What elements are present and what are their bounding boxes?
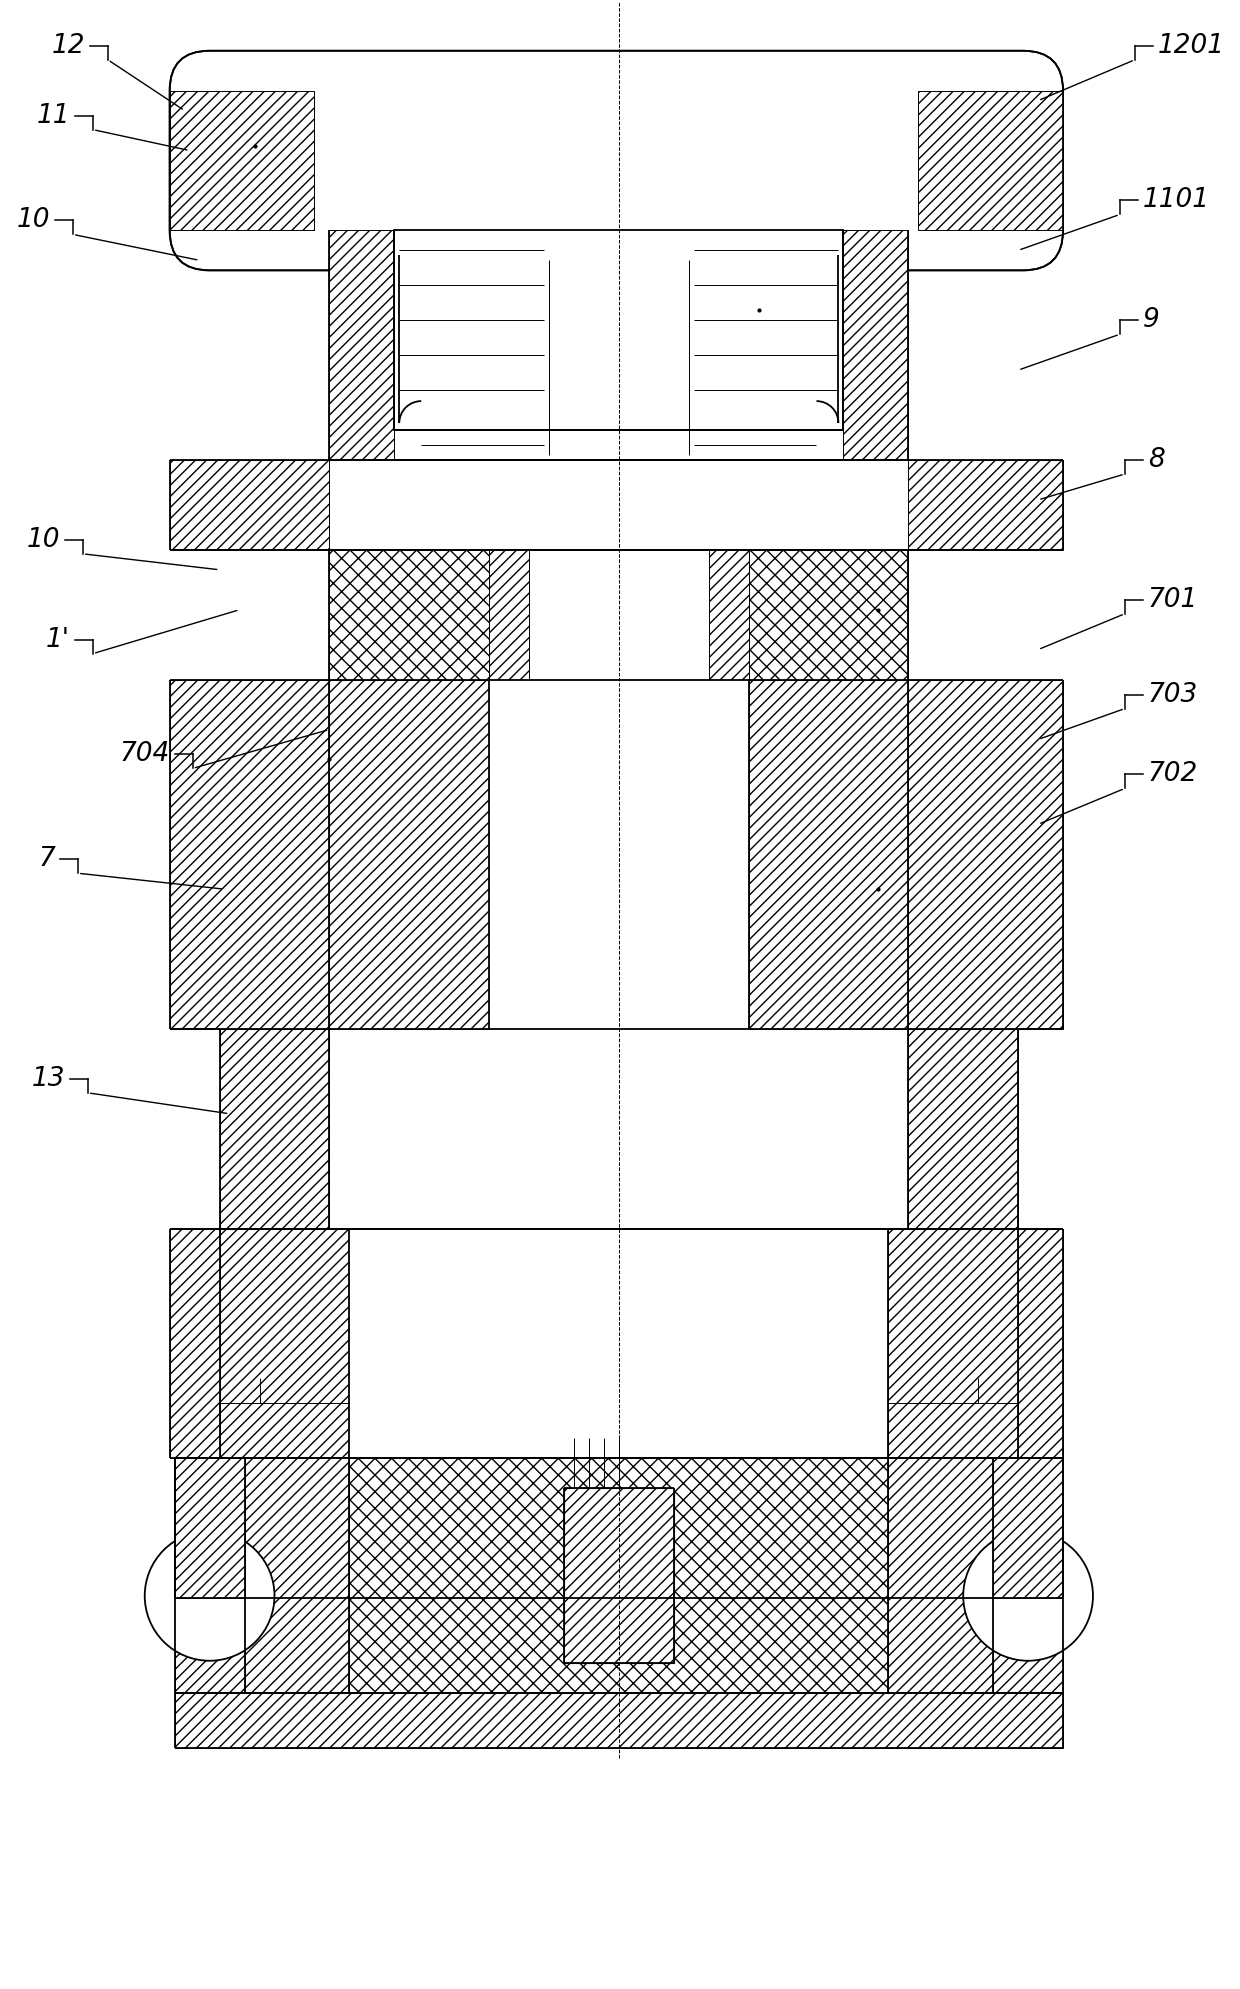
Bar [330, 549, 489, 680]
FancyBboxPatch shape [170, 52, 1063, 271]
Bar [219, 1028, 330, 1229]
Bar [909, 1028, 1018, 1229]
Text: 10: 10 [16, 207, 50, 233]
Text: 9: 9 [1143, 306, 1159, 334]
Text: 12: 12 [51, 32, 84, 60]
Text: 11: 11 [36, 103, 69, 129]
Bar [394, 231, 843, 430]
Bar [888, 1458, 993, 1693]
Text: 1': 1' [46, 627, 69, 652]
Bar [564, 1488, 673, 1663]
Bar [909, 680, 1063, 1028]
Bar [219, 1229, 350, 1458]
Text: 1101: 1101 [1143, 187, 1210, 213]
Bar [244, 1458, 350, 1693]
Text: 7: 7 [38, 845, 55, 873]
Bar [330, 231, 394, 459]
Bar [170, 1229, 219, 1458]
Bar [170, 91, 315, 231]
Text: 704: 704 [119, 742, 170, 768]
Text: 701: 701 [1148, 587, 1198, 613]
Bar [175, 1458, 244, 1693]
Bar [843, 231, 909, 459]
Circle shape [963, 1532, 1092, 1661]
Text: 703: 703 [1148, 682, 1198, 708]
Bar [993, 1458, 1063, 1693]
Text: 1201: 1201 [1158, 32, 1225, 60]
Bar [170, 459, 330, 549]
Bar [909, 459, 1063, 549]
Bar [709, 549, 749, 680]
Bar [170, 680, 330, 1028]
Bar [350, 1229, 888, 1458]
Bar [175, 1458, 244, 1597]
Bar [1023, 1474, 1058, 1504]
Bar [330, 680, 489, 1028]
Text: 8: 8 [1148, 448, 1164, 473]
Bar [749, 549, 909, 680]
Circle shape [145, 1532, 274, 1661]
Bar [350, 1458, 888, 1693]
Bar [993, 1458, 1063, 1597]
Bar [180, 1474, 215, 1504]
Text: 702: 702 [1148, 762, 1198, 788]
Bar [564, 1488, 673, 1663]
Bar [888, 1229, 1018, 1458]
Bar [175, 1693, 1063, 1748]
Bar [749, 680, 909, 1028]
Bar [489, 680, 749, 1028]
Text: 13: 13 [31, 1066, 64, 1092]
Bar [1018, 1229, 1063, 1458]
Text: 10: 10 [26, 527, 60, 553]
Bar [919, 91, 1063, 231]
Bar [489, 549, 529, 680]
